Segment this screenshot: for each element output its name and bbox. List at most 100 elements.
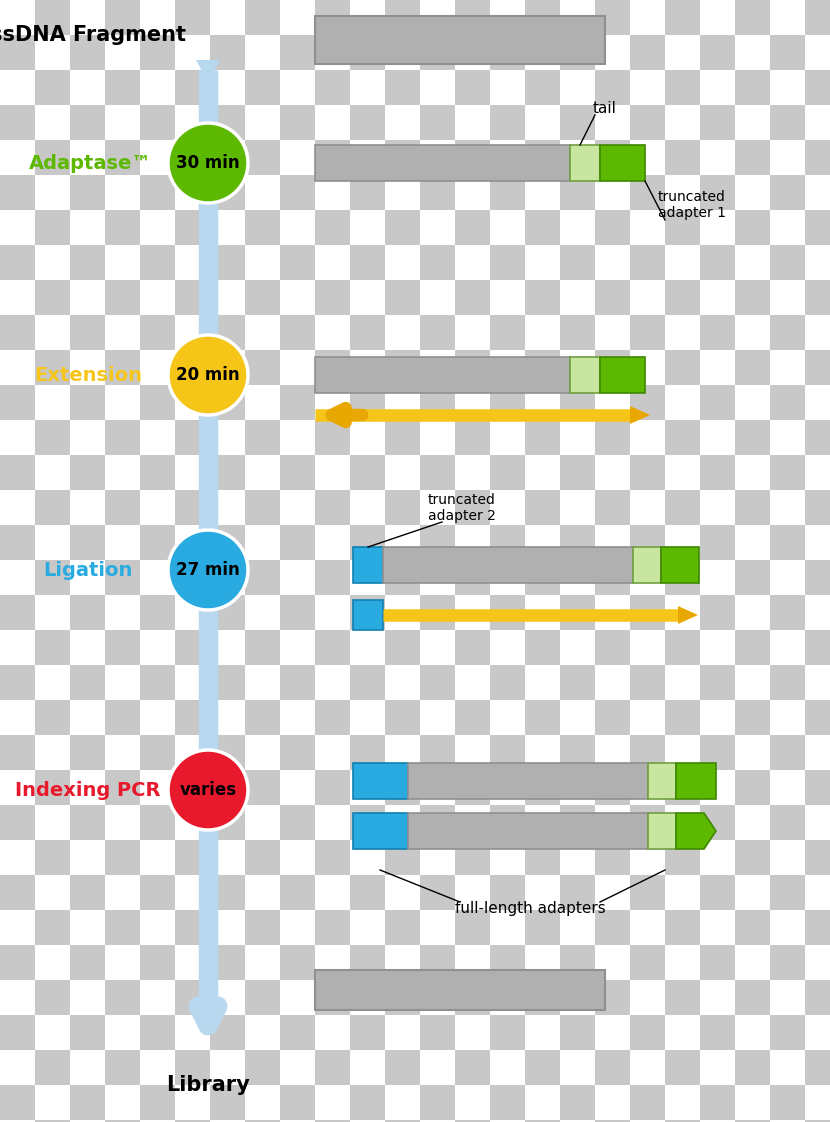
Bar xyxy=(315,560,350,595)
Bar xyxy=(455,350,490,385)
Bar xyxy=(245,420,280,456)
Circle shape xyxy=(168,749,248,830)
Bar xyxy=(70,0,105,35)
Bar xyxy=(35,980,70,1015)
Bar xyxy=(315,840,350,875)
Circle shape xyxy=(168,530,248,610)
Bar xyxy=(105,875,140,910)
Bar xyxy=(0,315,35,350)
Bar xyxy=(0,1120,35,1122)
Bar xyxy=(175,105,210,140)
Bar xyxy=(140,210,175,245)
Bar xyxy=(0,525,35,560)
Bar xyxy=(210,770,245,804)
Bar xyxy=(245,0,280,35)
Bar xyxy=(770,420,805,456)
Bar xyxy=(630,105,665,140)
Bar xyxy=(70,1015,105,1050)
Bar xyxy=(770,1120,805,1122)
Bar xyxy=(665,490,700,525)
Bar xyxy=(105,1015,140,1050)
Bar xyxy=(700,385,735,420)
Bar xyxy=(630,456,665,490)
Bar xyxy=(525,1120,560,1122)
Bar xyxy=(455,700,490,735)
Bar xyxy=(35,840,70,875)
Bar xyxy=(770,140,805,175)
Bar xyxy=(770,350,805,385)
Bar xyxy=(140,1120,175,1122)
Bar xyxy=(805,245,830,280)
Text: full-length adapters: full-length adapters xyxy=(455,901,605,916)
Bar xyxy=(525,700,560,735)
Bar xyxy=(70,665,105,700)
Bar xyxy=(140,1050,175,1085)
Bar xyxy=(385,700,420,735)
Bar xyxy=(420,1120,455,1122)
Bar xyxy=(455,980,490,1015)
Bar xyxy=(805,456,830,490)
Bar xyxy=(0,840,35,875)
Bar xyxy=(770,525,805,560)
Bar xyxy=(420,280,455,315)
Bar xyxy=(735,735,770,770)
Bar xyxy=(665,420,700,456)
Bar xyxy=(665,700,700,735)
Bar xyxy=(0,490,35,525)
Bar xyxy=(385,804,420,840)
Bar xyxy=(385,945,420,980)
Bar xyxy=(595,175,630,210)
Bar xyxy=(455,770,490,804)
Bar xyxy=(140,945,175,980)
Bar xyxy=(665,665,700,700)
Bar xyxy=(770,735,805,770)
Bar xyxy=(420,875,455,910)
Bar xyxy=(350,175,385,210)
Bar xyxy=(735,804,770,840)
Bar xyxy=(350,1085,385,1120)
Bar xyxy=(455,105,490,140)
Bar xyxy=(665,35,700,70)
Bar xyxy=(70,105,105,140)
Bar xyxy=(770,280,805,315)
Bar xyxy=(420,700,455,735)
Bar xyxy=(35,770,70,804)
Bar xyxy=(408,813,648,849)
Bar xyxy=(525,840,560,875)
Bar xyxy=(245,315,280,350)
Bar xyxy=(770,595,805,629)
Bar xyxy=(0,1015,35,1050)
Bar xyxy=(35,1120,70,1122)
Bar xyxy=(0,804,35,840)
Bar xyxy=(245,945,280,980)
Text: Indexing PCR: Indexing PCR xyxy=(15,781,161,800)
Bar xyxy=(105,490,140,525)
Bar xyxy=(0,456,35,490)
Bar xyxy=(105,804,140,840)
Bar xyxy=(245,490,280,525)
Bar xyxy=(735,315,770,350)
Bar xyxy=(385,420,420,456)
Bar xyxy=(140,735,175,770)
Bar xyxy=(525,175,560,210)
Bar xyxy=(280,420,315,456)
Bar xyxy=(560,70,595,105)
Bar xyxy=(35,245,70,280)
Bar xyxy=(595,560,630,595)
Bar xyxy=(70,1120,105,1122)
Bar xyxy=(280,1085,315,1120)
Bar xyxy=(560,1015,595,1050)
Bar xyxy=(245,456,280,490)
Bar xyxy=(350,1015,385,1050)
Bar xyxy=(630,735,665,770)
Bar xyxy=(105,315,140,350)
Bar xyxy=(560,280,595,315)
Bar xyxy=(560,804,595,840)
Bar xyxy=(35,315,70,350)
Bar xyxy=(490,210,525,245)
Bar xyxy=(665,910,700,945)
Bar xyxy=(280,1120,315,1122)
Bar xyxy=(490,140,525,175)
Bar xyxy=(595,525,630,560)
Bar xyxy=(455,804,490,840)
